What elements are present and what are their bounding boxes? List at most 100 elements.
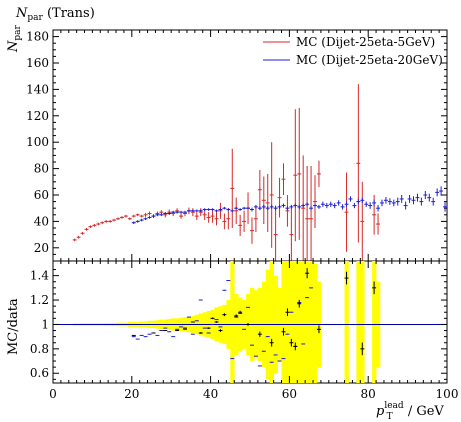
main-point-s1-30 (250, 207, 254, 212)
main-point-s1-41 (293, 203, 298, 208)
main-point-s1-71 (411, 196, 416, 205)
main-point-s1-6 (155, 213, 160, 217)
ratio-point-s1-25 (360, 342, 365, 356)
ratio-band-bin-54 (285, 261, 290, 383)
main-point-s0-10 (112, 218, 117, 222)
main-point-s1-12 (179, 210, 184, 214)
main-point-s1-9 (167, 212, 172, 215)
main-y-ticks: 20 40 60 80 100 120 140 160 180 (26, 29, 447, 255)
main-point-s0-60 (309, 165, 314, 261)
main-point-s1-16 (194, 209, 199, 213)
main-point-s1-79 (443, 202, 447, 212)
ratio-point-s0-37 (277, 360, 282, 362)
main-point-s1-39 (285, 206, 290, 211)
ratio-point-s0-29 (246, 306, 251, 308)
ratio-point-s1-26 (372, 281, 377, 295)
main-point-s0-19 (147, 211, 152, 216)
x-axis-label-main: p (376, 404, 385, 419)
main-point-s1-32 (257, 206, 262, 211)
ratio-point-s0-19 (206, 332, 211, 334)
main-point-s0-3 (84, 228, 89, 231)
ratio-band-bin-65 (360, 261, 365, 383)
ratio-point-s0-10 (171, 336, 176, 338)
legend: MC (Dijet-25eta-5GeV) MC (Dijet-25eta-20… (263, 35, 443, 67)
main-point-s1-18 (202, 208, 207, 211)
main-point-s0-2 (80, 231, 85, 235)
main-ytick-label-3: 80 (34, 162, 49, 176)
main-point-s0-52 (277, 177, 282, 218)
main-point-s1-20 (210, 208, 215, 211)
main-point-s0-0 (72, 238, 77, 242)
ratio-point-s1-13 (238, 310, 243, 314)
main-point-s1-29 (246, 206, 250, 210)
ratio-point-s1-21 (297, 299, 302, 308)
ratio-point-s0-18 (202, 327, 207, 329)
ratio-band-bin-50 (269, 261, 274, 383)
main-point-s0-6 (96, 222, 101, 226)
main-point-s0-8 (104, 220, 109, 223)
ratio-band-bin-56 (293, 261, 298, 383)
main-point-s1-61 (372, 199, 377, 207)
main-point-s1-65 (387, 198, 392, 205)
main-point-s1-44 (305, 202, 310, 207)
main-ytick-label-2: 60 (34, 188, 49, 202)
main-point-s0-34 (206, 212, 211, 223)
main-point-s1-64 (383, 196, 388, 204)
ratio-band-bin-53 (281, 261, 286, 383)
main-point-s0-14 (127, 217, 132, 221)
main-point-s1-24 (226, 208, 231, 211)
ratio-point-s0-12 (179, 326, 184, 328)
main-point-s1-25 (230, 209, 235, 213)
main-point-s1-31 (253, 204, 258, 209)
main-point-s1-75 (427, 193, 432, 202)
main-point-s1-7 (159, 213, 164, 217)
main-point-s0-16 (135, 213, 140, 217)
main-point-s0-38 (222, 213, 227, 230)
x-axis-label: plead T / GeV (376, 401, 444, 422)
ratio-data-layer (131, 268, 377, 367)
ratio-point-s0-3 (143, 336, 148, 338)
main-point-s1-23 (222, 206, 227, 210)
ratio-point-s1-9 (214, 321, 219, 323)
main-point-s0-1 (76, 235, 81, 239)
ratio-point-s1-24 (344, 271, 349, 285)
ratio-point-s0-45 (309, 287, 314, 289)
ratio-point-s0-28 (242, 328, 247, 330)
chart-title: Npar (Trans) (15, 6, 95, 23)
main-point-s0-33 (202, 209, 207, 221)
ratio-point-s0-0 (131, 336, 136, 338)
ratio-point-s1-12 (234, 314, 239, 318)
ratio-point-s0-23 (222, 289, 227, 291)
xtick-label-2: 40 (203, 387, 218, 401)
main-point-s1-57 (356, 198, 361, 205)
main-point-s1-37 (277, 204, 282, 209)
main-point-s0-11 (116, 217, 120, 221)
ratio-band-bin-59 (305, 261, 310, 383)
ratio-point-s1-16 (269, 338, 274, 347)
main-point-s1-14 (186, 209, 191, 213)
main-point-s1-74 (423, 191, 428, 199)
main-y-axis-label-main: N (6, 40, 21, 53)
ratio-point-s0-32 (257, 365, 262, 367)
main-point-s1-58 (360, 197, 365, 203)
ratio-point-s0-2 (139, 334, 144, 336)
main-point-s1-78 (439, 186, 444, 196)
main-point-s1-47 (316, 204, 321, 209)
main-point-s0-13 (123, 214, 128, 218)
main-point-s0-40 (230, 148, 235, 228)
main-point-s1-5 (151, 214, 156, 218)
main-point-s1-69 (403, 201, 408, 210)
main-point-s1-68 (399, 195, 404, 203)
main-point-s1-15 (190, 209, 195, 213)
main-point-s0-55 (289, 208, 294, 261)
main-point-s1-17 (198, 209, 203, 213)
ratio-point-s0-16 (194, 320, 199, 322)
ratio-ytick-label-1: 0.8 (30, 342, 49, 356)
main-point-s1-13 (183, 210, 187, 214)
ratio-point-s0-44 (305, 297, 310, 299)
main-point-s0-18 (143, 212, 148, 217)
ratio-point-s1-10 (218, 329, 223, 332)
main-point-s0-57 (297, 107, 302, 240)
main-point-s1-27 (238, 208, 243, 211)
main-point-s0-45 (250, 217, 254, 244)
